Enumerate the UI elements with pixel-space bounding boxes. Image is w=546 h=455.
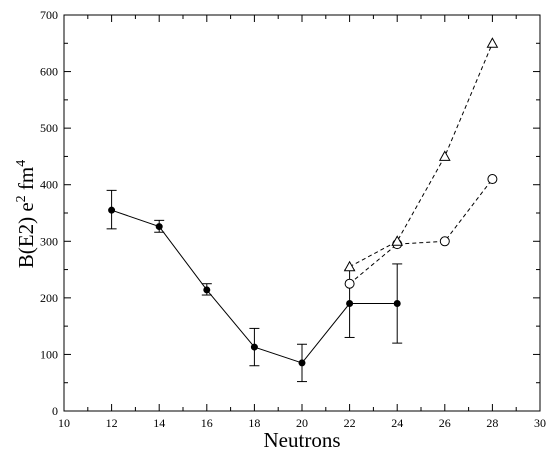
- x-tick-label: 28: [486, 416, 498, 430]
- data-point: [439, 236, 450, 247]
- data-point: [155, 223, 163, 231]
- plot-layer: [106, 37, 499, 383]
- data-point: [250, 343, 258, 351]
- y-tick-label: 0: [52, 404, 58, 418]
- x-tick-label: 20: [296, 416, 308, 430]
- y-tick-label: 500: [40, 121, 58, 135]
- x-axis-label: Neutrons: [264, 428, 341, 452]
- data-point: [344, 278, 355, 289]
- x-tick-label: 30: [534, 416, 546, 430]
- x-tick-label: 12: [106, 416, 118, 430]
- x-tick-label: 10: [58, 416, 70, 430]
- data-point: [393, 300, 401, 308]
- x-tick-label: 18: [248, 416, 260, 430]
- data-point: [108, 206, 116, 214]
- y-axis-label-sup2: 4: [14, 160, 29, 167]
- series-open-triangle: [343, 37, 499, 272]
- y-tick-label: 400: [40, 178, 58, 192]
- y-tick-label: 300: [40, 234, 58, 248]
- y-tick-label: 100: [40, 347, 58, 361]
- y-axis-label-sup1: 2: [14, 195, 29, 202]
- data-point: [438, 150, 451, 161]
- series-line: [349, 43, 493, 268]
- data-point: [298, 359, 306, 367]
- x-tick-label: 26: [439, 416, 451, 430]
- x-tick-label: 14: [153, 416, 165, 430]
- data-point: [203, 286, 211, 294]
- y-axis-label-main: B(E2) e: [14, 202, 38, 268]
- series-line: [349, 178, 493, 285]
- y-axis-label-mid: fm: [14, 167, 38, 196]
- x-tick-label: 24: [391, 416, 403, 430]
- axes-layer: 10 12 14 16 18 20 22 24 26 28 30010020030040050060…: [40, 8, 546, 430]
- data-point: [487, 174, 498, 185]
- series-open-circle: [344, 174, 498, 289]
- series-filled-circle: [106, 189, 403, 383]
- x-tick-label: 22: [344, 416, 356, 430]
- data-point: [343, 260, 356, 272]
- x-tick-label: 16: [201, 416, 213, 430]
- data-point: [346, 300, 354, 308]
- y-axis-label: B(E2) e2 fm4: [14, 160, 38, 268]
- y-tick-label: 200: [40, 291, 58, 305]
- data-point: [391, 235, 404, 246]
- data-point: [486, 37, 499, 48]
- y-tick-label: 700: [40, 8, 58, 22]
- y-tick-label: 600: [40, 65, 58, 79]
